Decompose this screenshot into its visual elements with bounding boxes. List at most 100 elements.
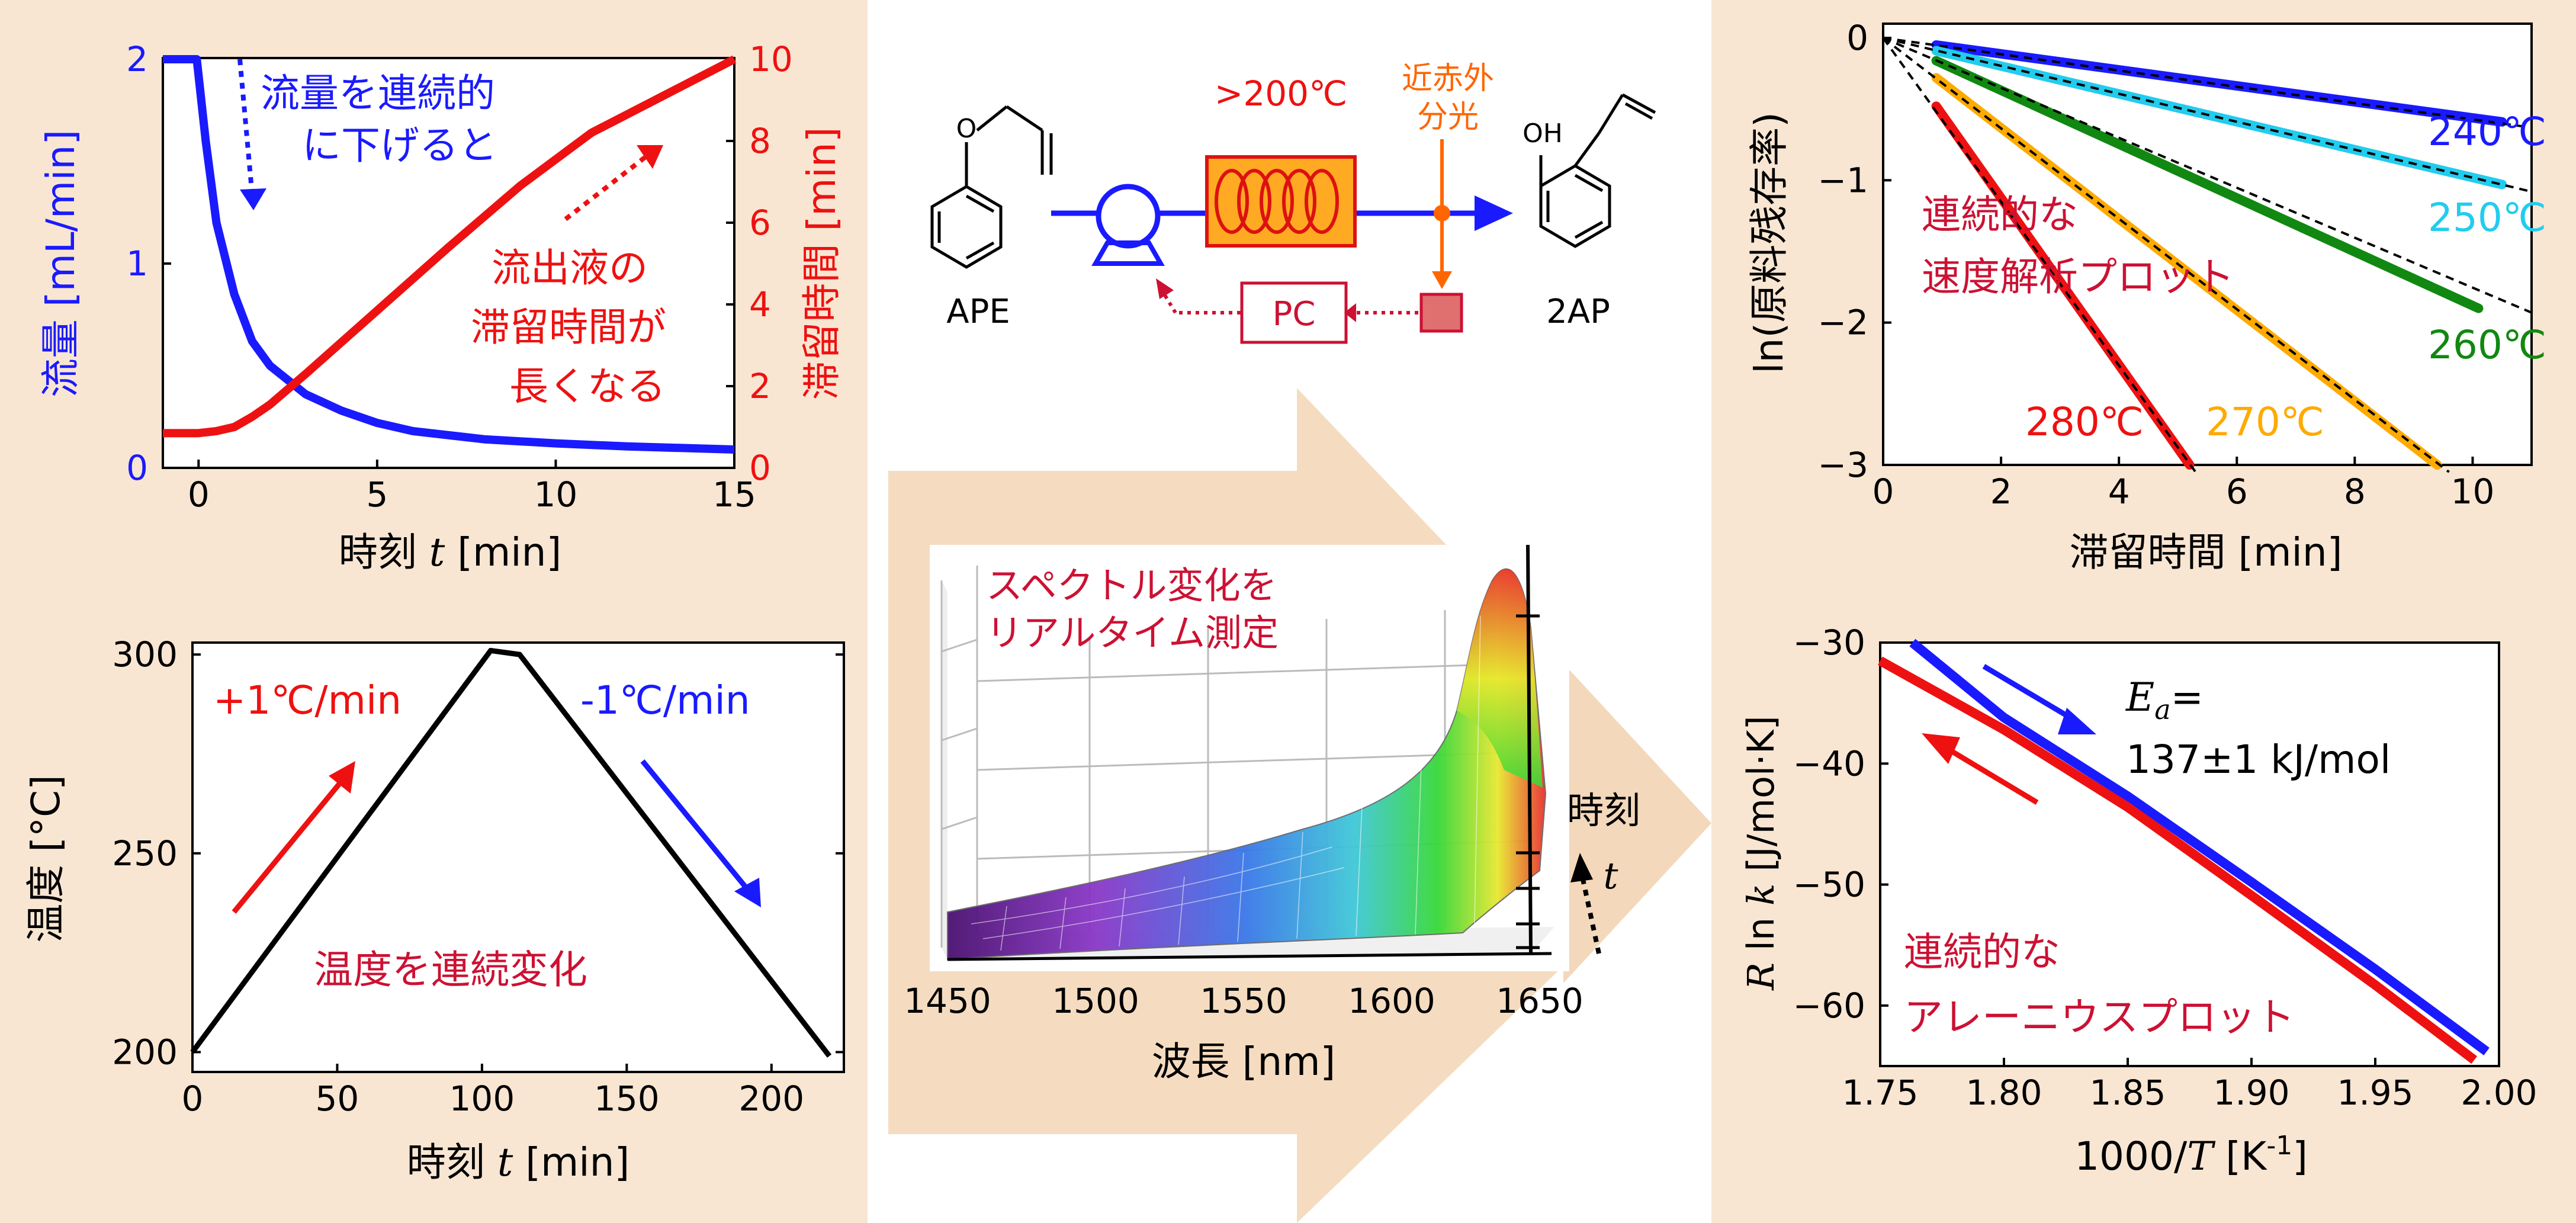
continuous-temp-label: 温度を連続変化: [314, 947, 587, 993]
x-tick-label: 0: [188, 474, 210, 515]
cool-arrow-head: [734, 878, 761, 907]
annotation-res-3: 長くなる: [509, 364, 666, 409]
x-tick-label: 1.80: [1965, 1073, 2042, 1113]
x-tick-label: 200: [738, 1078, 804, 1119]
residence-time-line: [163, 55, 737, 438]
y-tick-label: 250: [112, 833, 178, 874]
plot-area: [162, 57, 735, 469]
series-label: 240℃: [2428, 109, 2546, 155]
ape-structure: [930, 105, 1053, 269]
x-tick-label: 100: [449, 1078, 515, 1119]
pump-base-icon: [1091, 240, 1165, 266]
x-tick-label: 5: [366, 474, 388, 515]
y-tick-label: 200: [112, 1032, 178, 1072]
surface-title-2: リアルタイム測定: [986, 611, 1279, 654]
y-right-tick-label: 10: [749, 39, 793, 79]
cooling-arrhenius-line: [1909, 638, 2490, 1055]
surface-right-axis: [1526, 544, 1533, 954]
temperature-line: [190, 647, 832, 1058]
series-label: 260℃: [2428, 322, 2546, 368]
arrhenius-annotation-2: アレーニウスプロット: [1904, 994, 2295, 1040]
y-tick-label: −2: [1818, 303, 1869, 343]
x-tick-label: 50: [316, 1078, 359, 1119]
y-tick-label: −1: [1818, 160, 1869, 200]
rate-fit-line: [1882, 37, 2450, 473]
time-arrow-line: [1580, 876, 1601, 954]
surface-time-var: t: [1604, 854, 1618, 897]
2ap-oh-label: OH: [1523, 118, 1563, 149]
ea-label: Ea=: [2125, 675, 2204, 726]
ape-label: APE: [946, 293, 1010, 331]
flow-rate-line: [163, 55, 735, 454]
ea-value: 137±1 kJ/mol: [2126, 737, 2391, 782]
surface-x-tick-label: 1600: [1348, 981, 1435, 1021]
pc-label: PC: [1273, 295, 1316, 333]
y-left-tick-label: 1: [126, 243, 148, 284]
2ap-label: 2AP: [1546, 293, 1610, 331]
rate-annotation-2: 速度解析プロット: [1922, 254, 2234, 300]
rate-series-line: [1931, 56, 2484, 313]
surface-title-1: スペクトル変化を: [986, 564, 1277, 607]
coil-loops: [1215, 169, 1339, 234]
plot-area: [1882, 23, 2533, 466]
flow-arrowhead: [1475, 195, 1513, 231]
annotation-res-2: 滞留時間が: [471, 304, 666, 350]
x-tick-label: 2: [1990, 471, 2012, 512]
x-axis-label: 時刻 t [min]: [407, 1139, 629, 1185]
y-right-tick-label: 6: [749, 203, 771, 243]
flow-arrow-line: [237, 59, 254, 190]
surface-x-tick-label: 1650: [1496, 981, 1583, 1021]
nir-detector-icon: [1419, 293, 1463, 333]
surface-mesh: [971, 615, 1481, 951]
y-tick-label: −30: [1793, 622, 1865, 663]
x-tick-label: 1.95: [2337, 1073, 2413, 1113]
x-tick-label: 4: [2108, 471, 2130, 512]
res-arrow-line: [564, 155, 647, 222]
reaction-scheme: O APE OH 2AP >200℃: [930, 61, 1656, 344]
reactor-temp-label: >200℃: [1215, 73, 1347, 114]
cool-arrow-line: [1982, 664, 2080, 725]
ape-oxygen-label: O: [956, 114, 977, 144]
annotation-flow-2: に下げると: [302, 123, 497, 168]
arrhenius-chart: 1.75 1.80 1.85 1.90 1.95 2.00 −30 −40 −50 −60 Ea= 1…: [1739, 622, 2538, 1179]
y-tick-label: −60: [1793, 986, 1865, 1026]
x-axis-label: 1000/T [K-1]: [2074, 1131, 2308, 1179]
y-tick-label: 300: [112, 634, 178, 675]
rate-fit-line: [1883, 37, 2532, 314]
series-label: 270℃: [2206, 399, 2324, 445]
plot-area: [191, 641, 845, 1073]
x-tick-label: 2.00: [2461, 1073, 2537, 1113]
small-arrow: [1563, 663, 1711, 983]
feedback-line-3: [1162, 292, 1177, 314]
y-right-tick-label: 4: [749, 284, 771, 325]
y-left-tick-label: 2: [126, 39, 148, 79]
spectrum-peak: [1457, 569, 1543, 788]
res-arrow-head: [637, 145, 663, 169]
x-axis-label: 時刻 t [min]: [339, 529, 561, 575]
x-tick-label: 1.85: [2089, 1073, 2166, 1113]
y-tick-label: −50: [1793, 865, 1865, 905]
surface-xlabel: 波長 [nm]: [1152, 1039, 1336, 1084]
cool-arrow-line: [640, 759, 751, 893]
arrhenius-annotation-1: 連続的な: [1904, 929, 2060, 975]
nir-arrowhead: [1432, 271, 1452, 289]
surface-x-tick-label: 1450: [904, 981, 991, 1021]
time-arrow-head: [1570, 853, 1593, 882]
y-left-tick-label: 0: [126, 448, 148, 488]
y-tick-label: −40: [1793, 743, 1865, 784]
y-axis-label: 温度 [°C]: [23, 775, 69, 943]
rate-fit-line: [1882, 37, 2197, 473]
2ap-structure: [1539, 93, 1656, 248]
x-tick-label: 8: [2344, 471, 2366, 512]
heat-arrow-line: [1947, 747, 2039, 805]
surface-bottom-axis: [947, 952, 1552, 961]
rate-plot-chart: 0 2 4 6 8 10 0 −1 −2 −3 240℃ 250℃ 260℃ 270℃ 280℃ 連続的な速度…: [1746, 18, 2546, 575]
feedback-arrow-1: [1344, 303, 1356, 322]
surface-x-ticks: 1450 1500 1550 1600 1650: [904, 981, 1583, 1021]
x-tick-label: 15: [712, 474, 756, 515]
pump-icon: [1096, 184, 1161, 249]
x-tick-label: 1.90: [2213, 1073, 2289, 1113]
surface-x-tick-label: 1500: [1052, 981, 1139, 1021]
